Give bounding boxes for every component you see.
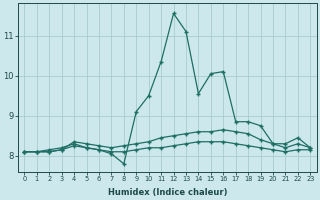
X-axis label: Humidex (Indice chaleur): Humidex (Indice chaleur) (108, 188, 227, 197)
